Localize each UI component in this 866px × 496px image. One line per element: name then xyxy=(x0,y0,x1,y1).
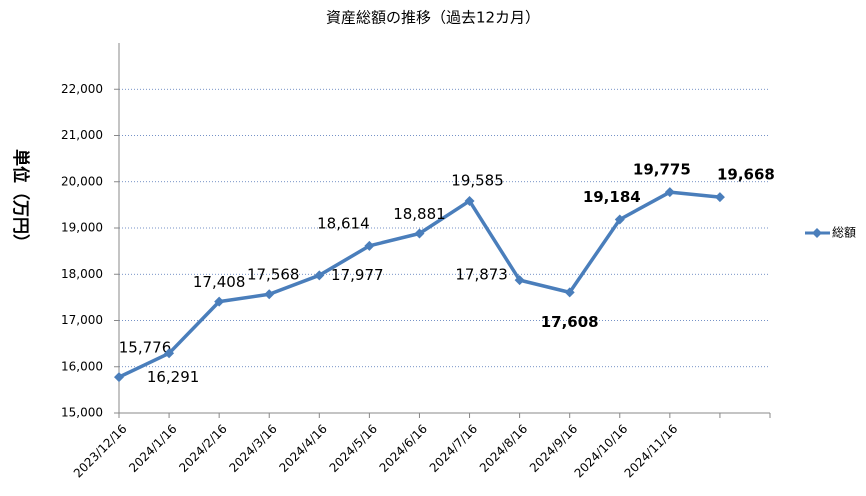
marker xyxy=(364,240,375,251)
data-label: 17,408 xyxy=(193,273,246,291)
y-tick-label: 20,000 xyxy=(61,174,103,188)
y-tick-label: 17,000 xyxy=(61,313,103,327)
data-label: 19,184 xyxy=(583,188,641,206)
data-label: 19,585 xyxy=(451,171,504,189)
marker xyxy=(564,287,575,298)
x-tick-label: 2024/1/16 xyxy=(126,422,179,475)
x-tick-label: 2024/9/16 xyxy=(527,422,580,475)
marker xyxy=(714,192,725,203)
x-tick-label: 2024/3/16 xyxy=(226,422,279,475)
marker xyxy=(264,289,275,300)
y-tick-label: 21,000 xyxy=(61,128,103,142)
y-axis-title: 単位（万円） xyxy=(10,149,31,251)
marker xyxy=(664,187,675,198)
chart-title: 資産総額の推移（過去12カ月） xyxy=(326,9,540,27)
data-label: 17,608 xyxy=(541,313,599,331)
data-label: 18,614 xyxy=(317,214,370,232)
marker xyxy=(514,275,525,286)
y-tick-label: 18,000 xyxy=(61,267,103,281)
x-tick-label: 2024/5/16 xyxy=(327,422,380,475)
y-tick-label: 22,000 xyxy=(61,82,103,96)
x-tick-label: 2023/12/16 xyxy=(71,422,130,481)
marker xyxy=(114,372,124,383)
data-label: 15,776 xyxy=(119,339,172,357)
y-tick-label: 19,000 xyxy=(61,221,103,235)
data-label: 18,881 xyxy=(393,205,446,223)
marker xyxy=(464,195,475,206)
marker xyxy=(214,296,225,307)
marker xyxy=(614,214,625,225)
x-tick-label: 2024/7/16 xyxy=(427,422,480,475)
legend-label: 総額 xyxy=(832,226,856,240)
marker xyxy=(164,348,175,359)
marker xyxy=(414,228,425,239)
legend-marker xyxy=(812,228,822,238)
x-tick-label: 2024/8/16 xyxy=(477,422,530,475)
data-label: 17,568 xyxy=(247,266,300,284)
y-tick-label: 15,000 xyxy=(61,406,103,420)
data-label: 17,977 xyxy=(331,266,384,284)
data-label: 19,668 xyxy=(717,166,775,184)
x-tick-label: 2024/6/16 xyxy=(377,422,430,475)
y-tick-label: 16,000 xyxy=(61,359,103,373)
data-label: 17,873 xyxy=(455,266,508,284)
x-tick-label: 2024/2/16 xyxy=(176,422,229,475)
data-label: 16,291 xyxy=(147,368,200,386)
x-tick-label: 2024/11/16 xyxy=(622,422,681,481)
marker xyxy=(314,270,325,281)
x-tick-label: 2024/4/16 xyxy=(276,422,329,475)
data-label: 19,775 xyxy=(633,161,691,179)
